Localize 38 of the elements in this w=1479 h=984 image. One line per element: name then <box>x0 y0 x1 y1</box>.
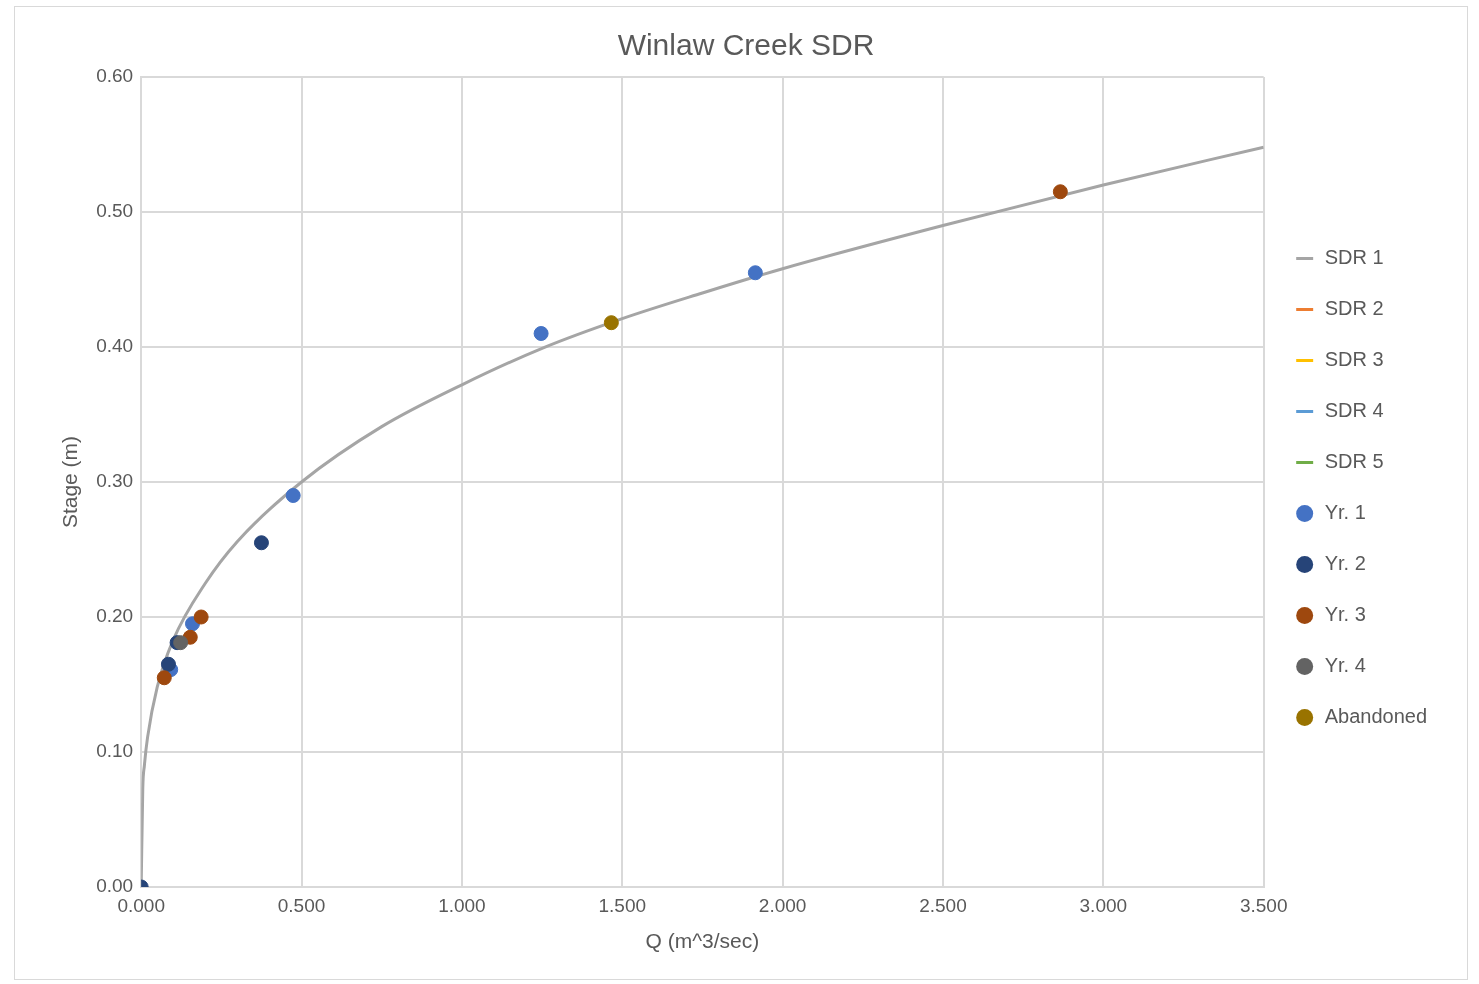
point <box>603 315 619 331</box>
x-axis-title: Q (m^3/sec) <box>645 929 760 953</box>
legend-label: SDR 5 <box>1324 450 1384 473</box>
point <box>160 656 176 672</box>
x-tick-label: 1.000 <box>438 894 486 916</box>
x-tick-label: 1.500 <box>598 894 647 916</box>
x-tick-label: 0.000 <box>117 894 165 916</box>
point <box>1052 184 1068 200</box>
y-axis-title: Stage (m) <box>58 435 82 529</box>
legend-label: Abandoned <box>1324 705 1427 728</box>
x-tick-label: 2.500 <box>919 894 967 916</box>
point <box>173 635 189 651</box>
y-tick-label: 0.60 <box>96 65 134 87</box>
x-tick-label: 3.500 <box>1239 894 1288 916</box>
legend-label: SDR 1 <box>1324 246 1384 269</box>
x-tick-label: 0.500 <box>277 894 326 916</box>
x-tick-label: 3.000 <box>1079 894 1128 916</box>
legend-label: Yr. 3 <box>1324 603 1366 626</box>
legend-label: SDR 2 <box>1324 297 1384 320</box>
y-tick-label: 0.40 <box>96 335 134 357</box>
y-tick-label: 0.50 <box>96 200 134 222</box>
y-tick-label: 0.10 <box>96 740 134 762</box>
point <box>193 609 209 625</box>
legend-label: Yr. 4 <box>1324 654 1366 677</box>
y-tick-label: 0.30 <box>96 470 134 492</box>
point <box>156 670 172 686</box>
x-tick-label: 2.000 <box>758 894 807 916</box>
chart-title: Winlaw Creek SDR <box>617 28 875 62</box>
point <box>533 326 549 341</box>
point <box>747 265 763 281</box>
legend-label: SDR 3 <box>1324 348 1384 371</box>
legend-label: Yr. 2 <box>1324 552 1366 575</box>
y-tick-label: 0.20 <box>96 605 134 627</box>
legend-label: SDR 4 <box>1324 399 1384 422</box>
legend-label: Yr. 1 <box>1324 501 1366 524</box>
point <box>285 488 301 503</box>
y-tick-label: 0.00 <box>96 875 134 897</box>
point <box>253 535 269 551</box>
